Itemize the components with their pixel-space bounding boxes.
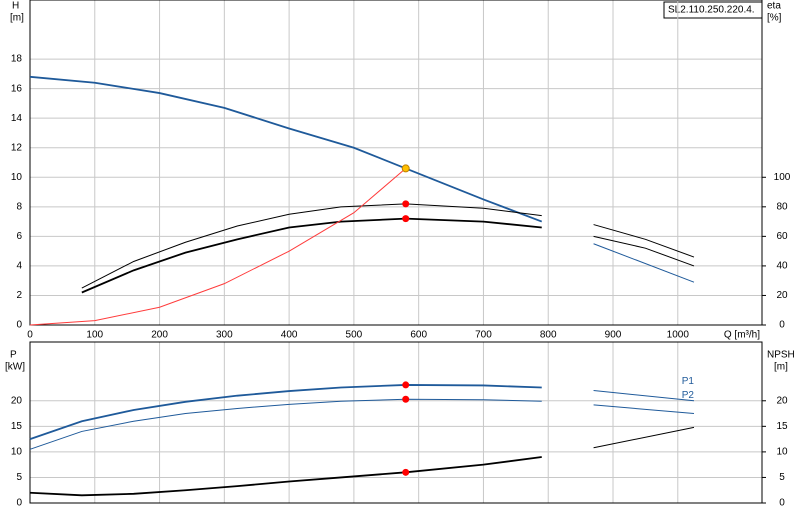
y-tick-label: 5 (16, 472, 22, 483)
y-label: H (12, 1, 19, 12)
x-tick-label: 800 (540, 330, 557, 341)
curve (81, 217, 542, 294)
y-tick-label: 20 (11, 395, 23, 406)
y2-tick-label: 20 (776, 290, 788, 301)
curve (29, 456, 542, 497)
x-tick-label: 0 (27, 330, 33, 341)
y2-tick-label: 80 (776, 201, 788, 212)
y-tick-label: 0 (16, 320, 22, 331)
y-tick-label: 16 (11, 83, 23, 94)
y-unit: [kW] (5, 362, 25, 373)
y-tick-label: 15 (11, 421, 23, 432)
curve-label: P1 (682, 376, 695, 387)
y2-tick-label: 10 (776, 447, 788, 458)
y2-label: NPSH (767, 350, 795, 361)
y2-unit: [m] (774, 362, 788, 373)
y2-tick-label: 100 (774, 172, 791, 183)
x-label: Q [m³/h] (724, 330, 760, 341)
y2-label: eta (767, 1, 781, 12)
y2-tick-label: 40 (776, 261, 788, 272)
operating-point (402, 215, 410, 223)
x-tick-label: 500 (346, 330, 363, 341)
y2-tick-label: 5 (779, 472, 785, 483)
x-tick-label: 200 (151, 330, 168, 341)
curve (593, 404, 695, 415)
y-tick-label: 8 (16, 201, 22, 212)
y-tick-label: 10 (11, 172, 23, 183)
plot-frame (29, 341, 763, 504)
curve (81, 203, 542, 289)
operating-point (402, 395, 410, 403)
curve (29, 384, 542, 440)
y2-tick-label: 15 (776, 421, 788, 432)
y-tick-label: 4 (16, 261, 22, 272)
y-tick-label: 0 (16, 498, 22, 509)
y2-tick-label: 20 (776, 395, 788, 406)
operating-point (401, 164, 410, 173)
y-label: P (10, 350, 17, 361)
curve (29, 168, 407, 326)
y2-tick-label: 0 (779, 320, 785, 331)
plot-frame (29, 0, 763, 326)
y2-tick-label: 60 (776, 231, 788, 242)
model-name: SL2.110.250.220.4. (668, 5, 755, 16)
x-tick-label: 300 (216, 330, 233, 341)
y-tick-label: 6 (16, 231, 22, 242)
x-tick-label: 100 (86, 330, 103, 341)
y-tick-label: 14 (11, 113, 23, 124)
curve (593, 235, 695, 267)
curve (593, 243, 695, 283)
y-tick-label: 2 (16, 290, 22, 301)
operating-point (402, 468, 410, 476)
y-tick-label: 18 (11, 54, 23, 65)
y-unit: [m] (10, 13, 24, 24)
x-tick-label: 900 (605, 330, 622, 341)
x-tick-label: 600 (410, 330, 427, 341)
curve (593, 426, 695, 449)
curve (593, 390, 695, 402)
y-tick-label: 10 (11, 447, 23, 458)
y2-tick-label: 0 (779, 498, 785, 509)
x-tick-label: 400 (281, 330, 298, 341)
x-tick-label: 1000 (667, 330, 690, 341)
curve (593, 224, 695, 258)
curve-label: P2 (682, 390, 695, 401)
y2-unit: [%] (767, 13, 782, 24)
curve (29, 398, 542, 450)
operating-point (402, 381, 410, 389)
curve (29, 75, 543, 223)
operating-point (402, 200, 410, 208)
y-tick-label: 12 (11, 142, 23, 153)
x-tick-label: 700 (475, 330, 492, 341)
